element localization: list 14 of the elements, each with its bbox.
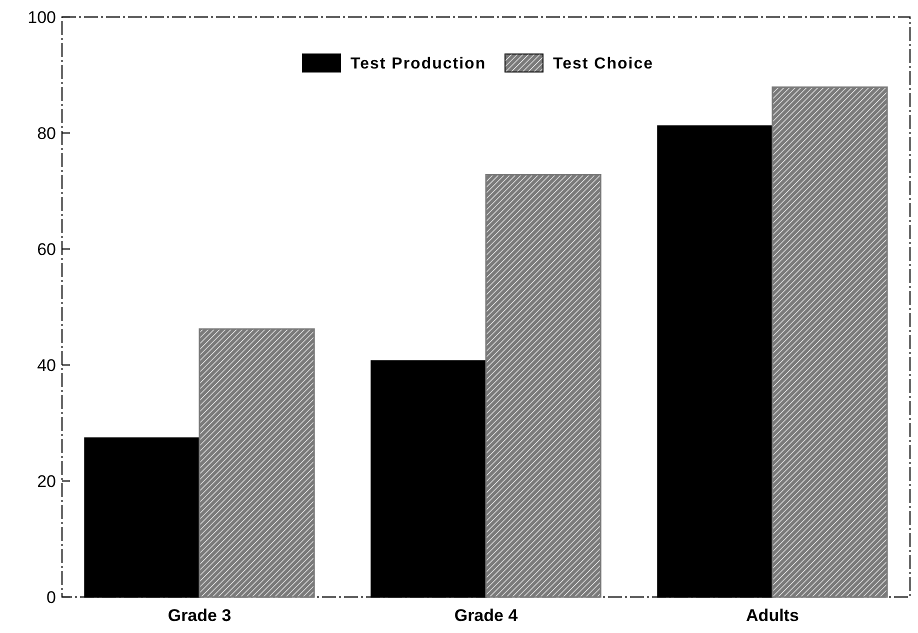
x-tick-label: Grade 4 [454, 606, 518, 625]
x-tick-label: Adults [746, 606, 799, 625]
bar [772, 86, 888, 598]
y-tick-label: 60 [37, 240, 56, 259]
bar [198, 328, 315, 598]
legend-label: Test Choice [553, 56, 654, 73]
y-tick-label: 40 [37, 356, 56, 375]
y-tick-label: 80 [37, 124, 56, 143]
bar [485, 174, 602, 598]
y-tick-label: 100 [28, 8, 56, 27]
y-tick-label: 20 [37, 472, 56, 491]
x-tick-label: Grade 3 [168, 606, 232, 625]
legend-label: Test Production [350, 56, 486, 73]
y-tick-label: 0 [46, 588, 56, 607]
